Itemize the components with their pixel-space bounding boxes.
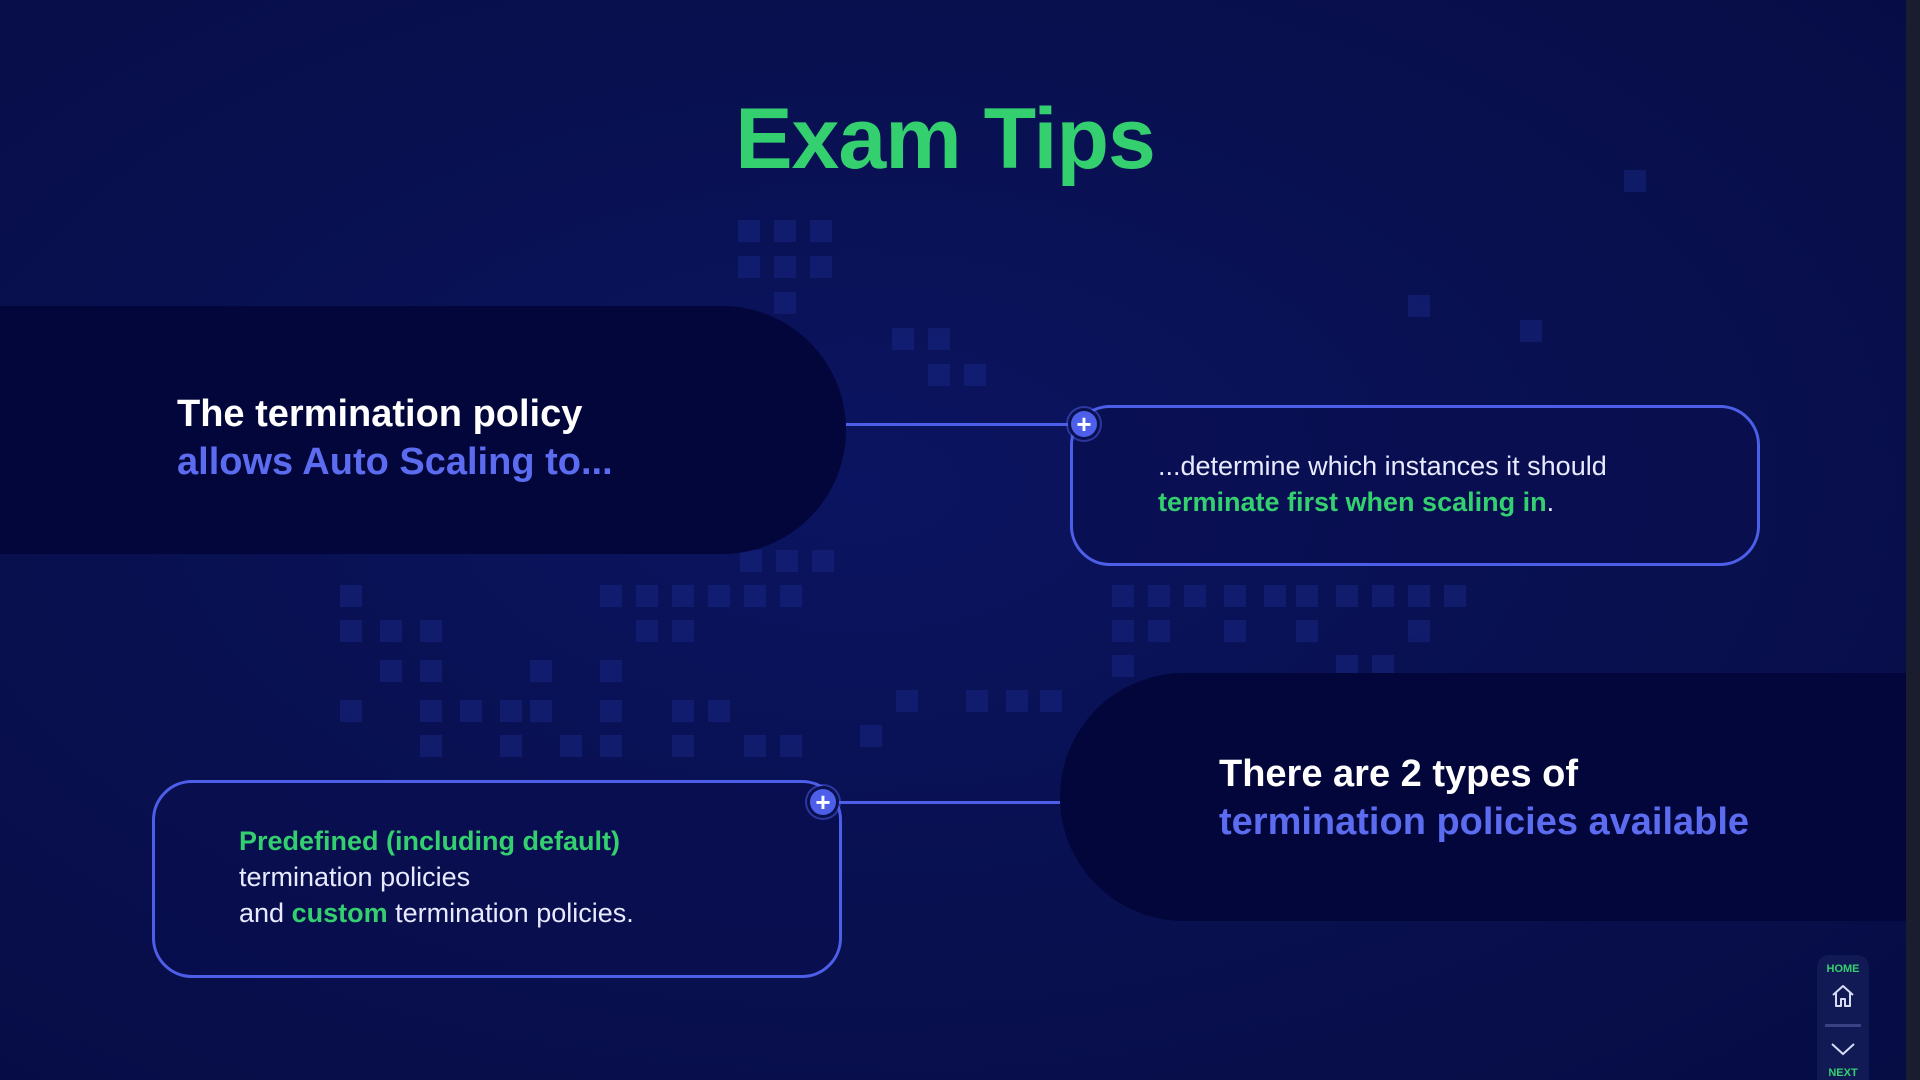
types-box-and: and [239, 898, 285, 928]
types-card: There are 2 types of termination policie… [1060, 673, 1906, 921]
home-icon[interactable] [1830, 983, 1856, 1009]
determine-box: ...determine which instances it should t… [1070, 405, 1760, 566]
nav-divider [1825, 1024, 1861, 1027]
policy-card: The termination policy allows Auto Scali… [0, 306, 846, 554]
page-title: Exam Tips [735, 91, 1156, 187]
types-card-line1: There are 2 types of [1219, 753, 1579, 795]
connector-bottom [836, 801, 1060, 804]
next-label[interactable]: NEXT [1828, 1067, 1858, 1079]
expand-plus-icon-top[interactable]: + [1071, 411, 1097, 437]
types-box-predefined: Predefined (including default) [239, 826, 621, 856]
home-label[interactable]: HOME [1826, 963, 1860, 975]
types-card-line2: termination policies available [1219, 801, 1750, 843]
determine-box-text: ...determine which instances it should t… [1158, 448, 1738, 520]
types-box-line3-rest: termination policies. [395, 898, 634, 928]
policy-card-line2: allows Auto Scaling to... [177, 441, 613, 483]
slide-nav: HOME NEXT [1817, 955, 1869, 1080]
determine-box-line2: terminate first when scaling in. [1158, 484, 1738, 520]
expand-plus-icon-bottom[interactable]: + [810, 789, 836, 815]
window-edge [1906, 0, 1920, 1080]
determine-box-highlight: terminate first when scaling in [1158, 487, 1547, 517]
types-box-text: Predefined (including default) terminati… [239, 823, 819, 931]
types-box-line3: and custom termination policies. [239, 895, 819, 931]
chevron-down-icon[interactable] [1830, 1041, 1856, 1057]
policy-card-line1: The termination policy [177, 393, 583, 435]
determine-box-period: . [1546, 487, 1555, 517]
determine-box-line1: ...determine which instances it should [1158, 451, 1607, 481]
types-box-custom: custom [291, 898, 388, 928]
types-box: Predefined (including default) terminati… [152, 780, 842, 978]
types-box-line2: termination policies [239, 862, 471, 892]
connector-top [846, 423, 1084, 426]
policy-card-text: The termination policy allows Auto Scali… [177, 390, 613, 486]
types-card-text: There are 2 types of termination policie… [1219, 750, 1749, 846]
